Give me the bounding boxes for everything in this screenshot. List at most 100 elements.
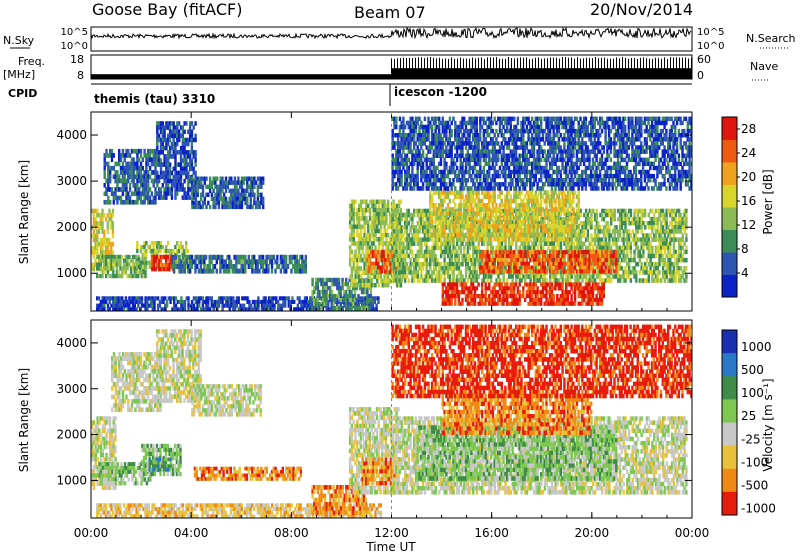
heatmap-cell — [373, 307, 376, 311]
heatmap-cell — [143, 241, 146, 246]
heatmap-cell — [491, 245, 495, 251]
heatmap-cell — [350, 241, 354, 246]
heatmap-cell — [210, 303, 213, 308]
heatmap-cell — [599, 245, 602, 251]
heatmap-cell — [622, 278, 625, 283]
heatmap-cell — [101, 250, 104, 255]
heatmap-cell — [534, 237, 538, 242]
heatmap-cell — [181, 141, 184, 147]
heatmap-cell — [246, 180, 249, 185]
heatmap-cell — [290, 268, 293, 274]
heatmap-cell — [144, 270, 147, 275]
heatmap-cell — [622, 253, 625, 259]
heatmap-cell — [581, 274, 584, 279]
heatmap-cell — [414, 274, 418, 279]
heatmap-cell — [143, 182, 146, 188]
heatmap-cell — [332, 281, 335, 287]
heatmap-cell — [190, 137, 194, 143]
heatmap-cell — [330, 307, 333, 311]
heatmap-cell — [330, 302, 334, 307]
heatmap-cell — [296, 303, 299, 308]
heatmap-cell — [484, 237, 487, 242]
heatmap-cell — [615, 241, 618, 246]
heatmap-cell — [676, 262, 679, 267]
heatmap-cell — [385, 249, 388, 255]
heatmap-cell — [145, 264, 148, 269]
heatmap-cell — [180, 303, 183, 308]
heatmap-cell — [345, 306, 348, 311]
heatmap-cell — [111, 221, 115, 226]
heatmap-cell — [253, 307, 256, 311]
heatmap-cell — [615, 245, 618, 251]
heatmap-cell — [367, 241, 370, 246]
cpid-program-2: icescon -1200 — [394, 85, 487, 99]
heatmap-cell — [212, 268, 215, 274]
heatmap-cell — [124, 270, 127, 275]
heatmap-cell — [473, 249, 477, 255]
heatmap-cell — [230, 296, 233, 301]
heatmap-cell — [163, 187, 166, 192]
heatmap-cell — [561, 257, 564, 263]
heatmap-cell — [470, 241, 473, 246]
heatmap-cell — [629, 245, 633, 251]
heatmap-cell — [674, 225, 677, 230]
heatmap-cell — [176, 125, 179, 130]
heatmap-cell — [436, 270, 439, 275]
heatmap-cell — [658, 212, 661, 218]
heatmap-cell — [257, 299, 260, 304]
heatmap-cell — [176, 241, 179, 246]
heatmap-cell — [179, 162, 183, 167]
heatmap-cell — [407, 212, 410, 218]
heatmap-cell — [119, 170, 123, 175]
heatmap-cell — [674, 208, 677, 214]
heatmap-cell — [139, 170, 143, 175]
heatmap-cell — [187, 137, 190, 143]
heatmap-cell — [473, 262, 477, 267]
heatmap-cell — [201, 200, 205, 206]
heatmap-cell — [509, 274, 513, 279]
heatmap-cell — [346, 303, 350, 308]
heatmap-cell — [658, 262, 661, 267]
heatmap-cell — [681, 216, 684, 222]
heatmap-cell — [647, 245, 650, 251]
heatmap-cell — [341, 277, 344, 283]
heatmap-cell — [432, 207, 435, 212]
heatmap-cell — [574, 274, 577, 279]
heatmap-cell — [638, 257, 641, 263]
heatmap-cell — [382, 265, 385, 270]
heatmap-cell — [165, 187, 168, 192]
heatmap-cell — [448, 236, 452, 242]
heatmap-cell — [154, 248, 157, 254]
heatmap-cell — [156, 133, 159, 139]
heatmap-cell — [161, 121, 164, 126]
heatmap-cell — [556, 241, 559, 246]
heatmap-cell — [204, 268, 208, 274]
heatmap-cell — [470, 278, 473, 283]
heatmap-cell — [547, 266, 550, 271]
heatmap-cell — [130, 199, 134, 205]
heatmap-cell — [350, 298, 353, 303]
heatmap-cell — [468, 237, 471, 242]
heatmap-cell — [216, 192, 219, 197]
heatmap-cell — [450, 219, 453, 225]
heatmap-cell — [468, 270, 471, 275]
heatmap-cell — [123, 187, 126, 192]
heatmap-cell — [145, 191, 148, 197]
heatmap-cell — [477, 249, 480, 255]
heatmap-cell — [111, 241, 115, 247]
heatmap-cell — [265, 264, 268, 269]
heatmap-cell — [174, 154, 177, 159]
heatmap-cell — [611, 212, 615, 218]
heatmap-cell — [180, 307, 183, 311]
heatmap-cell — [679, 278, 683, 283]
heatmap-cell — [389, 261, 392, 266]
heatmap-cell — [311, 277, 314, 283]
heatmap-cell — [368, 199, 372, 205]
heatmap-cell — [367, 232, 370, 238]
heatmap-cell — [339, 294, 342, 299]
heatmap-cell — [631, 270, 634, 275]
heatmap-cell — [618, 253, 622, 259]
heatmap-cell — [409, 229, 412, 234]
heatmap-cell — [233, 307, 237, 311]
heatmap-cell — [405, 249, 409, 255]
